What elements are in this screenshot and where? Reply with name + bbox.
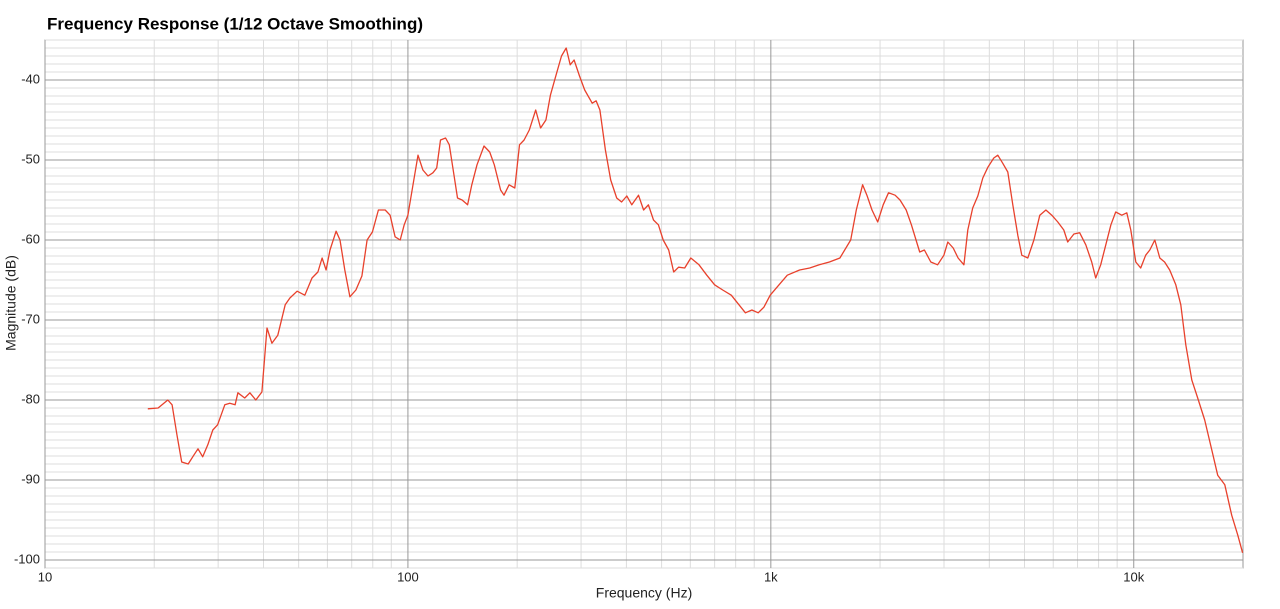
- x-tick-label: 100: [397, 569, 419, 584]
- y-tick-label: -50: [21, 151, 40, 166]
- y-tick-label: -40: [21, 71, 40, 86]
- x-tick-label: 10k: [1123, 569, 1144, 584]
- y-tick-label: -90: [21, 471, 40, 486]
- chart-title: Frequency Response (1/12 Octave Smoothin…: [47, 14, 423, 33]
- series-line: [147, 47, 1244, 553]
- y-tick-label: -100: [14, 551, 40, 566]
- x-tick-label: 10: [38, 569, 52, 584]
- y-tick-label: -60: [21, 231, 40, 246]
- x-tick-label: 1k: [764, 569, 778, 584]
- y-tick-label: -80: [21, 391, 40, 406]
- x-axis-label: Frequency (Hz): [596, 585, 692, 601]
- y-tick-label: -70: [21, 311, 40, 326]
- y-axis-label: Magnitude (dB): [3, 255, 19, 351]
